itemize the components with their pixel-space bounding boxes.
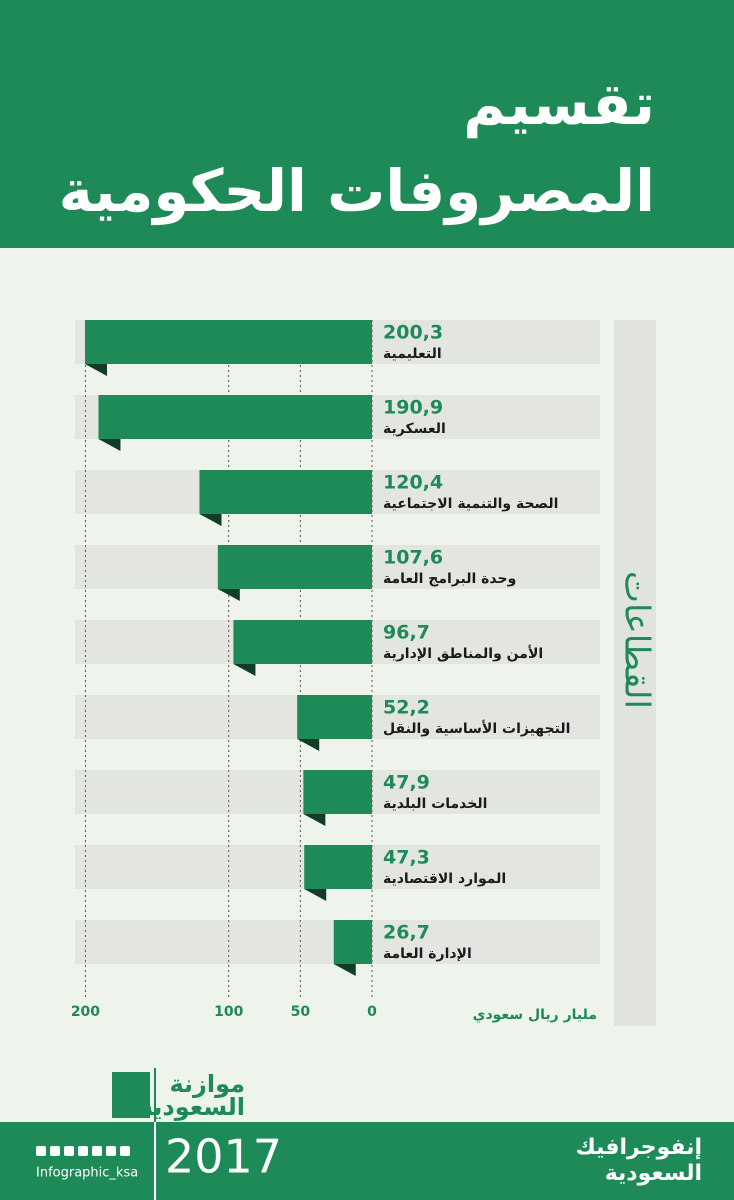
bar <box>333 920 372 964</box>
bar <box>85 320 372 364</box>
bar <box>199 470 372 514</box>
value-label: 52,2 <box>383 697 430 719</box>
value-label: 96,7 <box>383 622 430 644</box>
category-label: التجهيزات الأساسية والنقل <box>383 720 570 737</box>
footer-band <box>0 1122 734 1200</box>
header-band <box>0 0 734 248</box>
value-label: 190,9 <box>383 397 443 419</box>
title-line: المصروفات الحكومية <box>59 157 655 226</box>
bar-shadow <box>333 964 356 976</box>
social-icons <box>36 1146 130 1156</box>
year: 2017 <box>165 1130 282 1184</box>
category-label: التعليمية <box>383 346 442 362</box>
bar-shadow <box>85 364 107 376</box>
value-label: 47,3 <box>383 847 430 869</box>
bar-shadow <box>297 739 320 751</box>
bar-shadow <box>304 889 327 901</box>
x-tick-label: 200 <box>71 1004 100 1020</box>
bar-shadow <box>199 514 222 526</box>
plot: 0 50 100 200 200,3 التعليمية 190,9 العسكرية 120,… <box>71 320 600 1020</box>
logo-text: موازنة <box>169 1070 245 1098</box>
category-label: العسكرية <box>383 421 446 437</box>
value-label: 26,7 <box>383 922 430 944</box>
bar <box>98 395 372 439</box>
brand: السعودية <box>605 1161 702 1186</box>
category-label: الموارد الاقتصادية <box>383 871 506 887</box>
bar <box>233 620 372 664</box>
x-tick-label: 0 <box>367 1004 377 1020</box>
bar <box>303 770 372 814</box>
bar-shadow <box>303 814 326 826</box>
category-label: وحدة البرامج العامة <box>383 571 516 587</box>
category-label: الإدارة العامة <box>383 946 472 962</box>
bar <box>217 545 372 589</box>
bar-shadow <box>217 589 240 601</box>
category-label: الأمن والمناطق الإدارية <box>383 645 543 662</box>
brand: إنفوجرافيك <box>576 1135 702 1160</box>
category-axis-label: القطاعات <box>617 571 657 709</box>
value-label: 47,9 <box>383 772 430 794</box>
category-axis-panel <box>614 320 656 1026</box>
value-label: 107,6 <box>383 547 443 569</box>
value-label: 120,4 <box>383 472 443 494</box>
bar <box>304 845 372 889</box>
bar <box>297 695 372 739</box>
value-label: 200,3 <box>383 322 443 344</box>
axis-label: مليار ريال سعودي <box>473 1007 597 1024</box>
logo-text: السعودية <box>139 1093 245 1121</box>
bar-shadow <box>98 439 121 451</box>
x-tick-label: 100 <box>214 1004 243 1020</box>
handle: Infographic_ksa <box>36 1166 138 1181</box>
x-tick-label: 50 <box>291 1004 311 1020</box>
category-label: الصحة والتنمية الاجتماعية <box>383 496 558 512</box>
title-line: تقسيم <box>463 70 655 138</box>
logo-flag <box>112 1072 150 1118</box>
category-label: الخدمات البلدية <box>383 796 487 812</box>
bar-shadow <box>233 664 256 676</box>
